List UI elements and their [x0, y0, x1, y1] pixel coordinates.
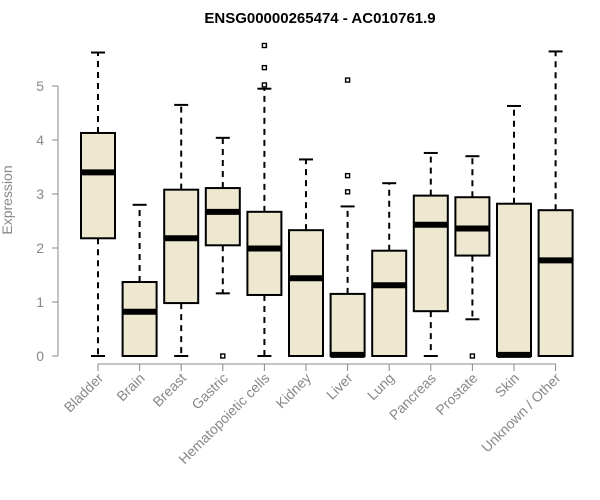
iqr-box [163, 188, 200, 305]
y-tick-label: 1 [36, 294, 44, 310]
outlier-point [344, 77, 351, 83]
y-axis: 0 1 2 3 4 5 [36, 78, 59, 364]
box-bladder [80, 51, 116, 357]
box-gastric [204, 136, 241, 359]
outlier-point [220, 353, 226, 359]
x-tick-label: Skin [492, 370, 523, 401]
y-tick-label: 0 [36, 348, 44, 364]
iqr-box [496, 202, 532, 357]
x-tick-label: Lung [364, 370, 397, 403]
y-axis-label: Expression [0, 165, 15, 234]
iqr-box [121, 281, 158, 357]
chart-title: ENSG00000265474 - AC010761.9 [204, 10, 435, 27]
x-tick-label: Kidney [273, 370, 315, 412]
outlier-point [469, 353, 476, 359]
x-tick-label: Brain [113, 370, 147, 404]
box-prostate [454, 155, 491, 359]
box-hematopoietic-cells [246, 42, 283, 357]
box-pancreas [412, 151, 449, 357]
box-series [80, 42, 574, 359]
iqr-box [412, 194, 449, 313]
iqr-box [246, 210, 283, 296]
outlier-point [344, 189, 351, 195]
x-tick-label: Unknown / Other [478, 370, 564, 456]
x-tick-label: Prostate [432, 370, 480, 418]
iqr-box [537, 209, 574, 357]
y-tick-label: 5 [36, 78, 44, 94]
box-lung [371, 182, 408, 357]
iqr-box [329, 292, 366, 357]
box-liver [329, 77, 366, 358]
x-tick-label: Liver [323, 370, 356, 403]
y-tick-label: 2 [36, 240, 44, 256]
x-tick-label: Breast [149, 370, 189, 410]
iqr-box [204, 187, 241, 247]
outlier-point [261, 82, 268, 88]
box-skin [496, 104, 532, 358]
iqr-box [371, 249, 408, 357]
box-brain [121, 203, 158, 357]
outlier-point [261, 42, 268, 49]
iqr-box [288, 229, 324, 357]
iqr-box [80, 131, 116, 240]
x-tick-label: Bladder [61, 370, 107, 416]
box-unknown-other [537, 50, 574, 357]
box-breast [163, 103, 200, 357]
box-kidney [288, 158, 324, 357]
y-tick-label: 4 [36, 132, 44, 148]
y-tick-label: 3 [36, 186, 44, 202]
outlier-point [261, 64, 268, 71]
outlier-point [344, 172, 351, 179]
